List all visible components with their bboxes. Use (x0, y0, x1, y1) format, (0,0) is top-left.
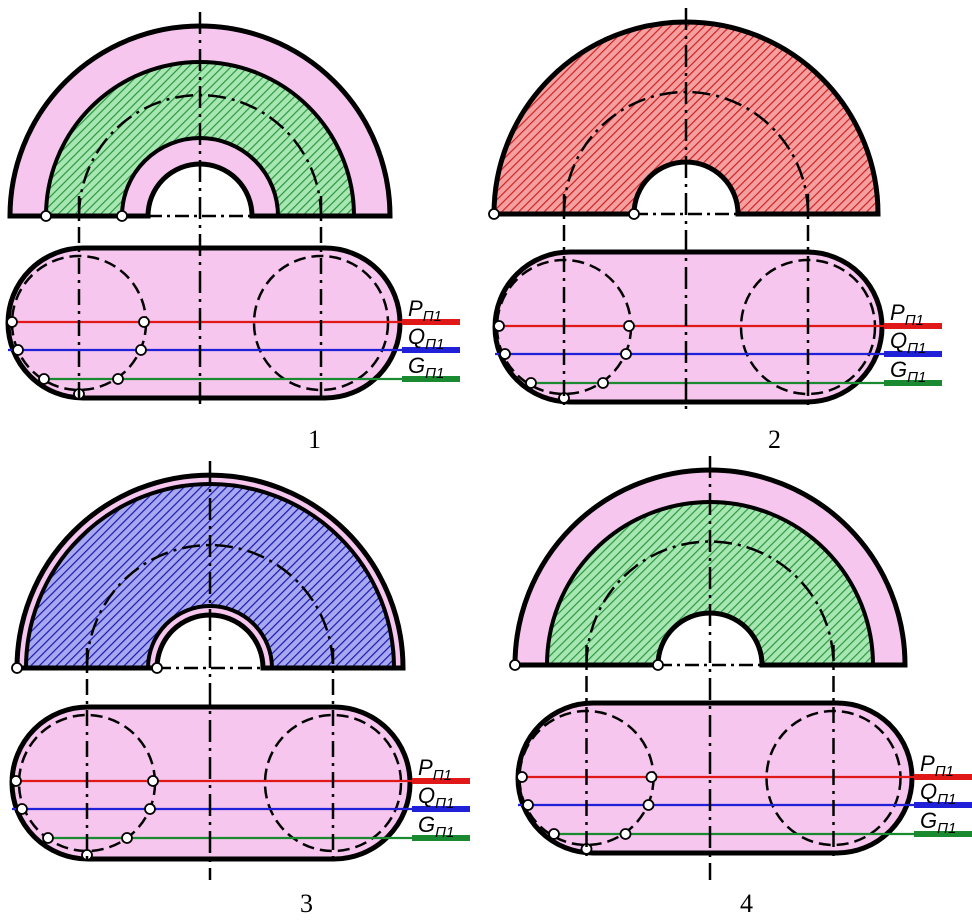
plane-label-g: GП1 (890, 357, 926, 386)
intersection-point (38, 373, 50, 385)
intersection-point (12, 344, 24, 356)
intersection-point (135, 344, 147, 356)
half-torus-view (7, 23, 393, 222)
intersection-point (620, 348, 632, 360)
torus-outline (491, 19, 881, 217)
torus-outline (14, 472, 406, 671)
plane-label-g: GП1 (418, 812, 454, 841)
intersection-point (522, 799, 534, 811)
intersection-point (597, 377, 609, 389)
section-point (151, 662, 163, 674)
intersection-point (144, 803, 156, 815)
plane-label-p: PП1 (920, 751, 954, 780)
intersection-point (642, 799, 655, 811)
figure-number: 3 (300, 889, 313, 918)
center-arc (585, 540, 835, 666)
figure-number: 4 (740, 889, 753, 918)
intersection-point (619, 828, 632, 840)
half-torus-view (509, 467, 908, 671)
plane-label-g: GП1 (920, 808, 956, 837)
hidden-tube-right (263, 713, 403, 853)
plane-label-g: GП1 (408, 353, 444, 382)
intersection-point (493, 320, 505, 332)
intersection-point (548, 828, 560, 840)
plane-label-q: QП1 (890, 328, 926, 357)
section-hatch (43, 60, 357, 218)
half-torus-view (488, 19, 881, 220)
section-point (488, 208, 500, 220)
section-point (11, 662, 23, 674)
intersection-point (516, 771, 528, 783)
half-torus-view (11, 472, 406, 674)
plane-label-p: PП1 (408, 296, 442, 325)
intersection-point (121, 832, 133, 844)
intersection-point (112, 373, 124, 385)
section-point (652, 659, 664, 671)
section-point (116, 210, 128, 222)
intersection-point (6, 316, 18, 328)
intersection-point (10, 775, 22, 787)
center-arc (85, 543, 335, 669)
section-point (40, 210, 52, 222)
plane-label-q: QП1 (408, 324, 444, 353)
intersection-point (525, 377, 537, 389)
torus-outline (7, 23, 393, 219)
intersection-point (16, 803, 28, 815)
section-point (509, 659, 521, 671)
figure-number: 1 (308, 425, 321, 454)
intersection-point (645, 771, 658, 783)
intersection-point (138, 316, 150, 328)
torus-outline (512, 467, 908, 668)
plane-label-p: PП1 (418, 755, 452, 784)
section-point (628, 208, 640, 220)
figure-number: 2 (768, 425, 781, 454)
intersection-point (623, 320, 635, 332)
intersection-point (147, 775, 159, 787)
intersection-point (42, 832, 54, 844)
intersection-point (499, 348, 511, 360)
plane-label-q: QП1 (418, 783, 454, 812)
plane-label-q: QП1 (920, 779, 956, 808)
plane-label-p: PП1 (890, 300, 924, 329)
